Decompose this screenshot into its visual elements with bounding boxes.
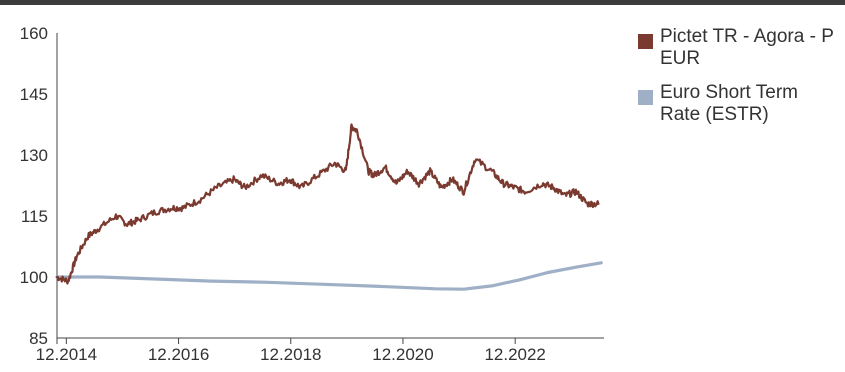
x-tick-label: 12.2016 — [148, 345, 209, 364]
legend-item-estr: Euro Short Term Rate (ESTR) — [632, 82, 842, 126]
y-tick-label: 145 — [20, 85, 48, 104]
y-tick-label: 115 — [21, 207, 48, 226]
legend-swatch-estr — [638, 90, 653, 105]
legend-label-pictet: Pictet TR - Agora - P EUR — [660, 26, 834, 69]
x-tick-label: 12.2018 — [260, 345, 321, 364]
x-tick-label: 12.2020 — [372, 345, 433, 364]
y-tick-label: 130 — [20, 146, 48, 165]
legend: Pictet TR - Agora - P EUR Euro Short Ter… — [632, 26, 842, 138]
y-tick-label: 100 — [20, 268, 48, 287]
series-line-pictet — [55, 123, 600, 285]
x-tick-label: 12.2022 — [484, 345, 545, 364]
legend-swatch-pictet — [638, 34, 653, 49]
top-rule — [0, 0, 845, 5]
y-tick-label: 85 — [29, 329, 48, 348]
legend-label-estr: Euro Short Term Rate (ESTR) — [660, 82, 798, 125]
y-tick-label: 160 — [20, 24, 48, 43]
x-tick-label: 12.2014 — [36, 345, 97, 364]
series-line-estr — [55, 261, 603, 291]
legend-item-pictet: Pictet TR - Agora - P EUR — [632, 26, 842, 70]
